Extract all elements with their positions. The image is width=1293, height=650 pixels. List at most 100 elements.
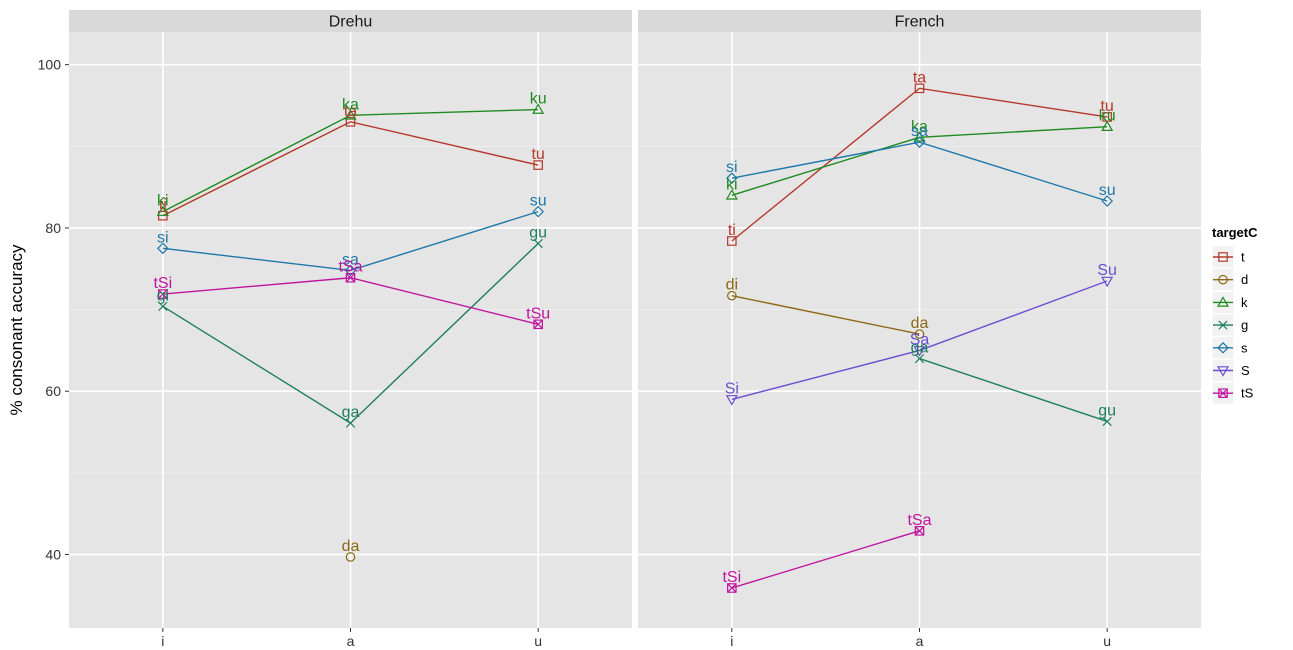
y-tick-label: 100 xyxy=(38,57,62,73)
point-s-a xyxy=(344,264,357,277)
point-label-tS-a: tSa xyxy=(907,512,931,529)
point-label-g-a: ga xyxy=(911,340,929,357)
point-t-a xyxy=(914,83,925,94)
point-label-t-a: ta xyxy=(913,69,926,86)
panels: Drehu ti ta tu da ki ka ku gi ga gu si sa su tSi tSa tSu… xyxy=(69,10,1201,628)
legend-label: d xyxy=(1241,272,1248,287)
point-label-tS-i: tSi xyxy=(722,569,741,586)
legend-key-marker xyxy=(1216,366,1230,377)
point-s-u xyxy=(532,205,545,218)
point-label-tS-u: tSu xyxy=(526,305,550,322)
point-tS-a xyxy=(914,526,925,536)
panel-title: Drehu xyxy=(329,14,373,31)
point-t-u xyxy=(533,160,543,170)
point-label-d-i: di xyxy=(726,277,738,294)
point-tS-i xyxy=(158,289,168,299)
point-g-a xyxy=(345,418,356,428)
point-labels: ti ta tu da ki ka ku gi ga gu si sa su tSi tSa tSu xyxy=(153,91,550,555)
y-tick-label: 80 xyxy=(45,220,61,236)
legend-label: tS xyxy=(1241,386,1254,401)
legend-item-S: S xyxy=(1211,359,1250,382)
point-S-i xyxy=(725,395,738,406)
x-tick-label: u xyxy=(534,633,542,649)
point-label-s-u: su xyxy=(530,193,547,210)
point-label-S-a: Sa xyxy=(910,331,930,348)
point-g-u xyxy=(1102,416,1112,427)
point-g-a xyxy=(914,353,925,364)
series-line-t xyxy=(731,87,1108,242)
panel-strip xyxy=(638,10,1201,32)
legend-item-t: t xyxy=(1211,245,1245,269)
point-k-i xyxy=(725,189,738,200)
legend-item-tS: tS xyxy=(1211,381,1254,405)
point-k-i xyxy=(156,205,169,216)
point-label-g-i: gi xyxy=(157,287,169,304)
legend-item-g: g xyxy=(1211,313,1248,337)
panel-strip xyxy=(69,10,632,32)
point-s-a xyxy=(913,136,926,149)
point-label-t-i: ti xyxy=(159,197,167,214)
point-s-u xyxy=(1101,195,1114,207)
series-lines xyxy=(162,108,539,424)
series-line-t xyxy=(162,121,539,217)
point-label-g-a: ga xyxy=(342,404,360,421)
point-label-S-u: Su xyxy=(1097,262,1117,279)
x-tick-label: i xyxy=(161,633,164,649)
series-markers xyxy=(725,83,1114,593)
point-tS-i xyxy=(727,583,737,593)
legend-label: S xyxy=(1241,363,1250,378)
point-k-u xyxy=(1101,120,1114,132)
panel-drehu: Drehu ti ta tu da ki ka ku gi ga gu si sa su tSi tSa tSu xyxy=(69,10,632,628)
point-k-u xyxy=(532,103,545,114)
axes: i a u i a u 40 60 80 100 xyxy=(38,57,1111,649)
series-line-S xyxy=(731,280,1108,401)
point-label-s-i: si xyxy=(157,229,169,246)
point-tS-a xyxy=(345,272,356,283)
point-label-t-a: ta xyxy=(344,103,357,120)
point-s-i xyxy=(156,242,169,255)
point-d-i xyxy=(727,290,737,301)
series-line-d xyxy=(731,295,920,335)
point-k-a xyxy=(344,109,357,120)
point-label-g-u: gu xyxy=(529,224,547,241)
point-S-u xyxy=(1101,276,1114,288)
point-tS-u xyxy=(533,319,543,330)
legend-label: s xyxy=(1241,340,1248,355)
point-t-a xyxy=(345,117,356,127)
x-tick-label: i xyxy=(730,633,733,649)
series-line-s xyxy=(731,141,1108,202)
point-label-t-u: tu xyxy=(531,146,544,163)
point-label-k-u: ku xyxy=(1099,108,1116,125)
legend-key-marker xyxy=(1218,320,1228,330)
point-label-s-u: su xyxy=(1099,182,1116,199)
point-label-k-a: ka xyxy=(342,96,359,113)
point-s-i xyxy=(725,172,738,184)
legend-item-s: s xyxy=(1211,336,1248,360)
point-tS-u xyxy=(533,319,543,329)
point-label-tS-a: tSa xyxy=(338,259,362,276)
point-label-k-a: ka xyxy=(911,118,928,135)
legend-key-marker xyxy=(1216,296,1230,307)
legend-item-k: k xyxy=(1211,290,1248,314)
point-label-t-i: ti xyxy=(728,222,736,239)
legend-key-marker xyxy=(1218,388,1228,398)
y-axis-title: % consonant accuracy xyxy=(7,244,26,416)
legend-title: targetC xyxy=(1212,225,1258,240)
point-label-k-u: ku xyxy=(530,91,547,108)
point-label-t-u: tu xyxy=(1100,98,1113,115)
point-label-s-a: sa xyxy=(342,251,359,268)
point-g-i xyxy=(158,301,168,311)
point-d-a xyxy=(345,552,356,562)
point-tS-i xyxy=(727,583,737,593)
point-d-a xyxy=(914,329,925,339)
point-labels: ti ta tu di da ki ka ku ga gu si sa su Si Sa Su tSi tSa xyxy=(722,69,1116,586)
point-S-a xyxy=(913,346,926,357)
legend-key-marker xyxy=(1217,341,1229,354)
point-label-tS-i: tSi xyxy=(153,275,172,292)
y-tick-label: 60 xyxy=(45,383,61,399)
x-tick-label: a xyxy=(916,633,924,649)
point-label-s-i: si xyxy=(726,159,738,176)
legend-label: g xyxy=(1241,318,1248,333)
x-tick-label: a xyxy=(347,633,355,649)
